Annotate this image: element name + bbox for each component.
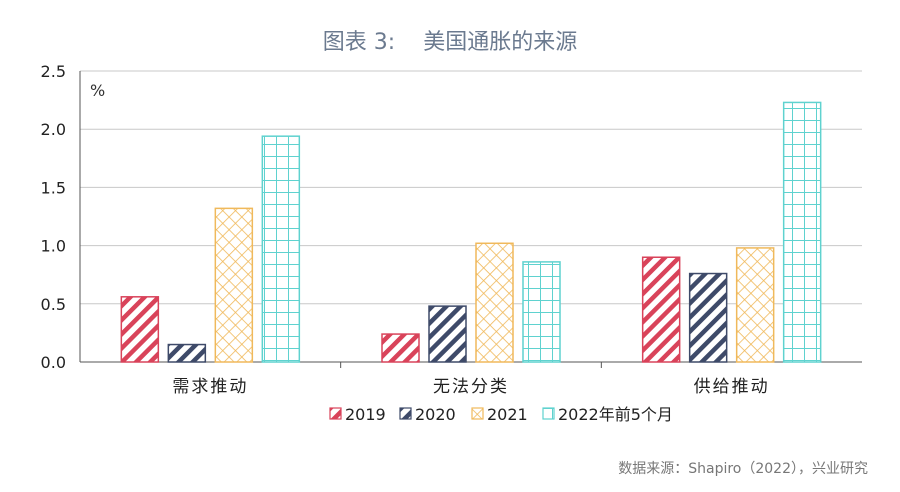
legend-swatch <box>399 407 412 420</box>
legend-swatch <box>329 407 342 420</box>
bar-2020-供给推动 <box>688 272 728 363</box>
legend-label: 2022年前5个月 <box>558 405 673 424</box>
y-tick-label: 1.0 <box>41 237 66 256</box>
grid-lines <box>80 70 862 305</box>
bar-2019-供给推动 <box>641 256 681 363</box>
unit-label: % <box>90 81 105 100</box>
y-tick-label: 1.5 <box>41 178 66 197</box>
figure-label: 图表 3: <box>322 30 396 55</box>
legend-label: 2021 <box>487 405 528 424</box>
bar-2019-需求推动 <box>120 296 160 363</box>
x-tick-label: 供给推动 <box>694 377 770 397</box>
bar-2019-无法分类 <box>381 333 420 363</box>
legend-label: 2020 <box>415 405 456 424</box>
y-tick-label: 2.5 <box>41 62 66 81</box>
bar-2021-需求推动 <box>214 207 254 363</box>
bars <box>120 101 822 363</box>
source-note: 数据来源：Shapiro（2022），兴业研究 <box>618 461 868 477</box>
legend-swatch <box>471 407 484 420</box>
bar-2020-无法分类 <box>428 305 467 363</box>
y-tick-label: 0.5 <box>41 295 66 314</box>
bar-2020-需求推动 <box>167 343 207 363</box>
bar-2022年前5个月-无法分类 <box>522 261 561 363</box>
bar-2021-无法分类 <box>475 242 514 363</box>
x-tick-label: 需求推动 <box>172 377 248 397</box>
legend: 2019 2020 2021 2022年前5个月 <box>329 405 673 424</box>
legend-label: 2019 <box>345 405 386 424</box>
y-tick-label: 0.0 <box>41 353 66 372</box>
chart-title: 图表 3: 美国通胀的来源 <box>0 24 900 56</box>
bar-2022年前5个月-需求推动 <box>261 135 301 363</box>
axes: 0.0 0.5 1.0 1.5 2.0 2.5 需求推动 无法分类 供给推动 <box>41 62 862 397</box>
legend-swatch <box>542 407 555 420</box>
bar-2022年前5个月-供给推动 <box>782 101 822 363</box>
bar-2021-供给推动 <box>735 247 775 363</box>
y-tick-label: 2.0 <box>41 120 66 139</box>
x-tick-label: 无法分类 <box>433 377 509 397</box>
title-text: 美国通胀的来源 <box>423 30 578 55</box>
